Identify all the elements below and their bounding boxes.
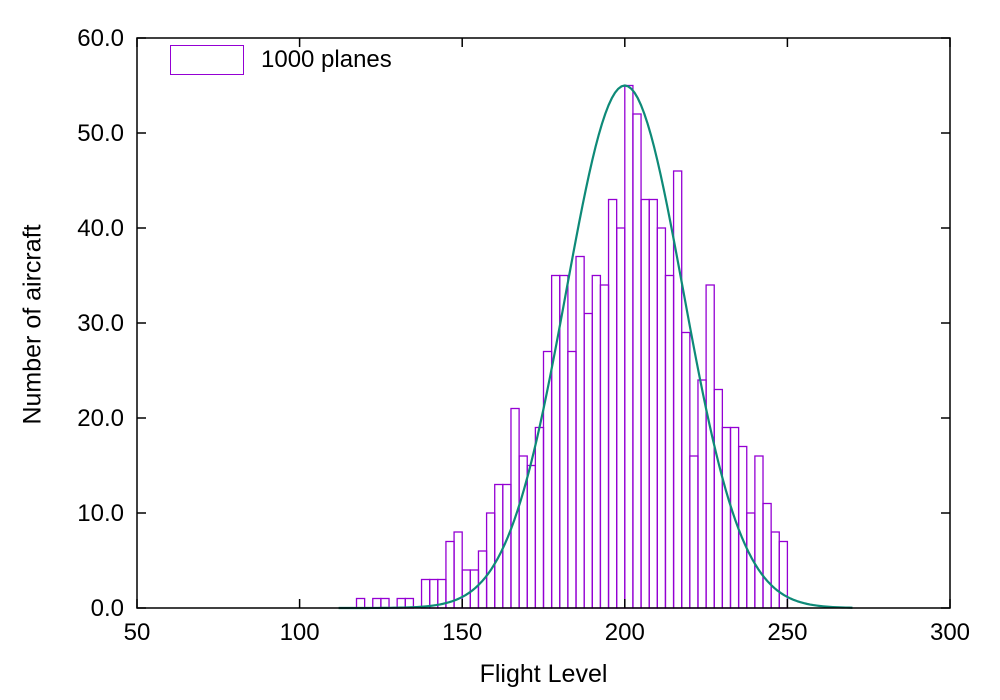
histogram-bar [380, 597, 390, 609]
histogram-bar [526, 464, 537, 609]
histogram-bar [445, 540, 455, 609]
histogram-bar [494, 483, 504, 609]
y-tick-label: 0.0 [91, 595, 124, 622]
histogram-bar [575, 255, 585, 609]
x-tick-label: 100 [280, 619, 320, 646]
histogram-bar [567, 350, 577, 609]
histogram-bar [656, 227, 667, 609]
x-tick-labels: 50 100 150 200 250 300 [124, 619, 970, 646]
histogram-bar [591, 274, 602, 609]
y-tick-label: 20.0 [77, 405, 124, 432]
y-tick-label: 40.0 [77, 215, 124, 242]
histogram-bar [550, 274, 561, 609]
histogram-bar [770, 531, 780, 609]
histogram-bar [648, 198, 658, 609]
histogram-bar [737, 445, 748, 609]
histogram-bar [762, 502, 772, 609]
histogram-bar [681, 331, 691, 609]
histogram-bar [664, 274, 675, 609]
axis-ticks [136, 37, 951, 609]
histogram-bar [372, 597, 382, 609]
histogram-bar [640, 198, 650, 609]
y-tick-label: 10.0 [77, 500, 124, 527]
histogram-bar [705, 284, 715, 609]
x-tick-label: 50 [124, 619, 151, 646]
histogram-bar [485, 512, 496, 609]
histogram-bar [461, 569, 471, 609]
histogram-bar [697, 379, 707, 609]
histogram-bar [599, 284, 610, 609]
y-tick-label: 60.0 [77, 25, 124, 52]
histogram-bar [713, 388, 724, 609]
x-tick-label: 200 [605, 619, 645, 646]
histogram-bar [355, 597, 366, 609]
x-axis-label: Flight Level [479, 660, 608, 688]
histogram-bar [583, 312, 593, 609]
x-tick-label: 250 [767, 619, 807, 646]
histogram-bar [721, 426, 732, 609]
y-tick-label: 30.0 [77, 310, 124, 337]
x-tick-label: 150 [442, 619, 482, 646]
histogram-bar [420, 578, 431, 609]
histogram-bars [355, 84, 789, 609]
y-axis-label: Number of aircraft [18, 224, 47, 425]
y-tick-label: 50.0 [77, 120, 124, 147]
histogram-bar [624, 84, 634, 609]
histogram-bar [689, 455, 699, 609]
gaussian-curve [338, 84, 853, 610]
histogram-bar [616, 227, 626, 609]
histogram-bar [534, 426, 545, 609]
x-tick-label: 300 [930, 619, 970, 646]
histogram-bar [672, 170, 683, 609]
legend-label: 1000 planes [261, 46, 392, 73]
histogram-bar [632, 113, 642, 609]
histogram-bar [429, 578, 439, 609]
y-tick-labels: 0.0 10.0 20.0 30.0 40.0 50.0 60.0 [77, 25, 124, 622]
histogram-bar [754, 455, 764, 609]
histogram-bar [607, 198, 618, 609]
histogram-bar [778, 540, 789, 609]
legend-sample-box [170, 45, 244, 75]
